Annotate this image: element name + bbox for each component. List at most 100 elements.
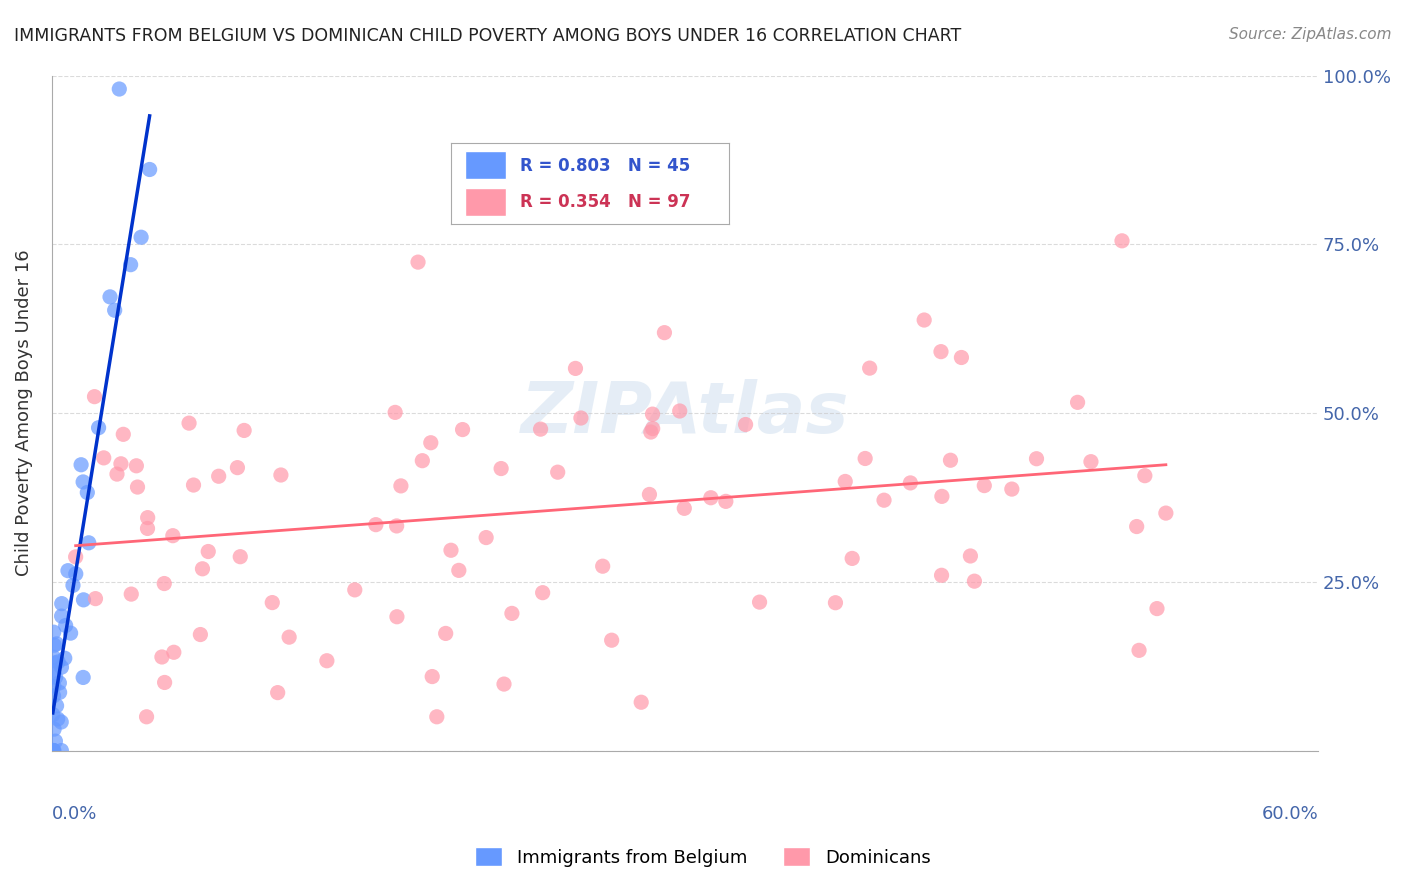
Dominicans <box>197 544 219 558</box>
Immigrants from Belgium <box>46 655 69 669</box>
Dominicans <box>1066 395 1088 409</box>
Immigrants from Belgium <box>42 679 65 693</box>
Dominicans <box>1146 601 1168 615</box>
Dominicans <box>900 475 922 490</box>
Immigrants from Belgium <box>44 638 66 652</box>
Dominicans <box>136 521 159 535</box>
Immigrants from Belgium <box>45 698 67 713</box>
Dominicans <box>105 467 128 481</box>
Dominicans <box>84 591 107 606</box>
Dominicans <box>93 450 115 465</box>
Dominicans <box>183 478 205 492</box>
Dominicans <box>959 549 981 563</box>
Dominicans <box>262 596 284 610</box>
Dominicans <box>1133 468 1156 483</box>
Dominicans <box>592 559 614 574</box>
Dominicans <box>136 510 159 524</box>
Immigrants from Belgium <box>42 625 65 640</box>
Immigrants from Belgium <box>72 475 94 489</box>
Immigrants from Belgium <box>51 660 73 674</box>
Dominicans <box>278 630 301 644</box>
Dominicans <box>734 417 756 432</box>
Dominicans <box>177 416 200 430</box>
Immigrants from Belgium <box>51 714 73 729</box>
Dominicans <box>135 710 157 724</box>
Dominicans <box>824 596 846 610</box>
Immigrants from Belgium <box>42 650 65 665</box>
Immigrants from Belgium <box>53 651 76 665</box>
Dominicans <box>841 551 863 566</box>
Dominicans <box>1001 482 1024 496</box>
Dominicans <box>668 404 690 418</box>
Dominicans <box>447 563 470 577</box>
Dominicans <box>343 582 366 597</box>
Immigrants from Belgium <box>72 670 94 684</box>
Dominicans <box>364 517 387 532</box>
Dominicans <box>641 421 664 435</box>
Dominicans <box>266 685 288 699</box>
Dominicans <box>973 478 995 492</box>
Dominicans <box>153 675 176 690</box>
Immigrants from Belgium <box>104 303 127 318</box>
Dominicans <box>492 677 515 691</box>
Immigrants from Belgium <box>72 592 94 607</box>
Dominicans <box>434 626 457 640</box>
Dominicans <box>406 255 429 269</box>
Dominicans <box>440 543 463 558</box>
Dominicans <box>110 457 132 471</box>
Immigrants from Belgium <box>42 689 65 703</box>
Immigrants from Belgium <box>138 162 160 177</box>
Dominicans <box>1154 506 1177 520</box>
Dominicans <box>654 326 676 340</box>
Immigrants from Belgium <box>70 458 93 472</box>
Immigrants from Belgium <box>62 578 84 592</box>
Immigrants from Belgium <box>48 676 70 690</box>
Immigrants from Belgium <box>65 566 87 581</box>
Dominicans <box>673 501 696 516</box>
Dominicans <box>190 627 212 641</box>
Immigrants from Belgium <box>42 743 65 757</box>
Legend: Immigrants from Belgium, Dominicans: Immigrants from Belgium, Dominicans <box>468 840 938 874</box>
Dominicans <box>420 669 443 683</box>
Immigrants from Belgium <box>56 564 79 578</box>
Text: IMMIGRANTS FROM BELGIUM VS DOMINICAN CHILD POVERTY AMONG BOYS UNDER 16 CORRELATI: IMMIGRANTS FROM BELGIUM VS DOMINICAN CHI… <box>14 27 962 45</box>
Dominicans <box>226 460 249 475</box>
Dominicans <box>859 361 882 376</box>
Dominicans <box>389 479 412 493</box>
Dominicans <box>700 491 723 505</box>
Immigrants from Belgium <box>108 82 131 96</box>
Dominicans <box>451 423 474 437</box>
Immigrants from Belgium <box>51 609 73 624</box>
Dominicans <box>233 424 256 438</box>
Immigrants from Belgium <box>42 743 65 757</box>
Immigrants from Belgium <box>87 421 110 435</box>
Dominicans <box>1125 519 1147 533</box>
Dominicans <box>564 361 586 376</box>
Immigrants from Belgium <box>98 290 121 304</box>
Immigrants from Belgium <box>42 743 65 757</box>
Dominicans <box>83 390 105 404</box>
Dominicans <box>873 493 896 508</box>
Dominicans <box>162 529 184 543</box>
Dominicans <box>489 461 512 475</box>
Immigrants from Belgium <box>76 485 98 500</box>
Dominicans <box>641 407 664 421</box>
Dominicans <box>112 427 135 442</box>
Dominicans <box>463 203 485 218</box>
Dominicans <box>638 487 661 501</box>
Dominicans <box>150 650 173 665</box>
Dominicans <box>1025 451 1047 466</box>
Dominicans <box>475 531 498 545</box>
Immigrants from Belgium <box>48 685 70 699</box>
Dominicans <box>426 710 449 724</box>
Dominicans <box>419 435 441 450</box>
Dominicans <box>834 475 856 489</box>
Immigrants from Belgium <box>55 618 77 632</box>
Dominicans <box>163 645 186 659</box>
Dominicans <box>1111 234 1133 248</box>
Immigrants from Belgium <box>45 637 67 651</box>
Immigrants from Belgium <box>44 734 66 748</box>
Dominicans <box>531 585 554 599</box>
Immigrants from Belgium <box>46 712 69 726</box>
Dominicans <box>529 422 551 436</box>
